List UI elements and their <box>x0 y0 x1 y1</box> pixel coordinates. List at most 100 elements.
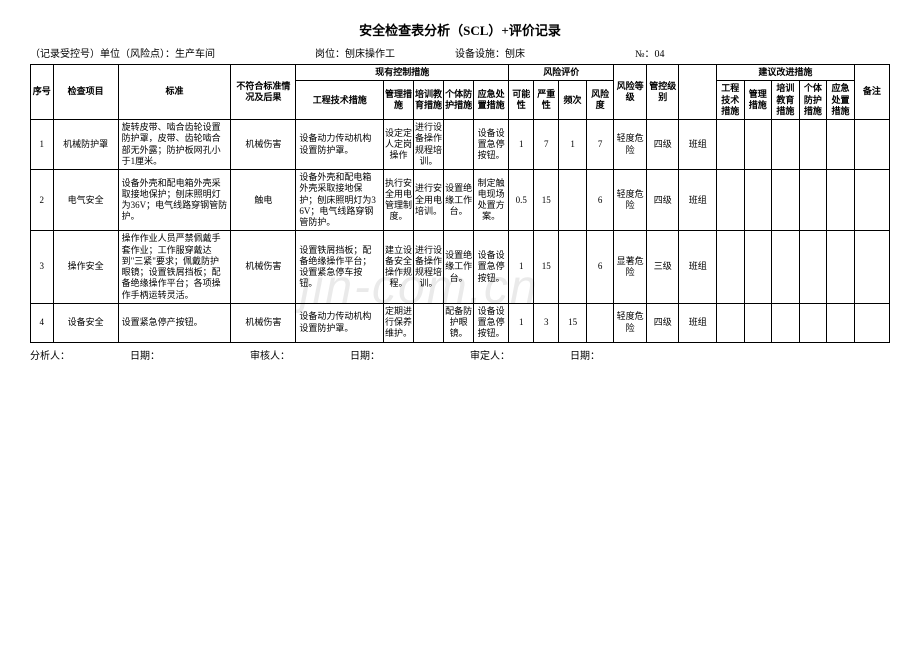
cell-emerg: 设备设置急停按钮。 <box>474 303 509 342</box>
header-row-1: 序号 检查项目 标准 不符合标准情况及后果 现有控制措施 风险评价 风险等级 管… <box>31 65 890 81</box>
cell-ppe <box>444 120 474 170</box>
cell-nonconform: 机械伤害 <box>231 120 296 170</box>
cell-ppe: 设置绝缘工作台。 <box>444 231 474 304</box>
cell-eng: 设备外壳和配电箱外壳采取接地保护；刨床照明灯为36V；电气线路穿钢管防护。 <box>296 170 384 231</box>
cell-item: 电气安全 <box>53 170 118 231</box>
cell-seq: 2 <box>31 170 54 231</box>
col-emerg: 应急处置措施 <box>474 81 509 120</box>
cell-ctrl_level: 三级 <box>646 231 679 304</box>
table-row: 3操作安全操作作业人员严禁佩戴手套作业；工作服穿戴达到"三紧"要求；佩戴防护眼镜… <box>31 231 890 304</box>
col-std: 标准 <box>118 65 231 120</box>
cell-severity: 15 <box>534 231 559 304</box>
cell-freq <box>559 231 587 304</box>
reviewer-label: 审核人： <box>250 347 290 362</box>
equip-value: 刨床 <box>505 49 525 60</box>
cell-eng: 设备动力传动机构设置防护罩。 <box>296 120 384 170</box>
cell-train: 进行设备操作规程培训。 <box>414 120 444 170</box>
cell-s_ppe <box>799 231 827 304</box>
cell-ctrl_by: 班组 <box>679 170 717 231</box>
scl-table: 序号 检查项目 标准 不符合标准情况及后果 现有控制措施 风险评价 风险等级 管… <box>30 64 890 343</box>
cell-item: 设备安全 <box>53 303 118 342</box>
subheader: （记录受控号）单位（风险点）：生产车间 岗位：刨床操作工 设备设施：刨床 №：0… <box>30 45 890 60</box>
table-row: 1机械防护罩旋转皮带、啮合齿轮设置防护罩，皮带、齿轮啮合部无外露；防护板网孔小于… <box>31 120 890 170</box>
col-ppe: 个体防护措施 <box>444 81 474 120</box>
cell-nonconform: 机械伤害 <box>231 231 296 304</box>
cell-item: 操作安全 <box>53 231 118 304</box>
cell-s_train <box>772 231 800 304</box>
col-risk-level: 风险等级 <box>614 65 647 120</box>
col-seq: 序号 <box>31 65 54 120</box>
cell-mgmt: 建立设备安全操作规程。 <box>384 231 414 304</box>
cell-s_emerg <box>827 120 855 170</box>
cell-risk_deg <box>586 303 614 342</box>
cell-ctrl_level: 四级 <box>646 170 679 231</box>
col-train: 培训教育措施 <box>414 81 444 120</box>
table-row: 2电气安全 设备外壳和配电箱外壳采取接地保护；刨床照明灯为36V；电气线路穿钢管防… <box>31 170 890 231</box>
record-label: （记录受控号）单位（风险点）： <box>30 49 175 60</box>
cell-s_ppe <box>799 120 827 170</box>
record-value: 生产车间 <box>175 49 215 60</box>
footer: 分析人： 日期： 审核人： 日期： 审定人： 日期： <box>30 347 890 362</box>
col-eng: 工程技术措施 <box>296 81 384 120</box>
col-s-emerg: 应急处置措施 <box>827 81 855 120</box>
col-ctrl-level: 管控级别 <box>646 65 679 120</box>
no-value: 04 <box>655 49 665 60</box>
cell-s_ppe <box>799 303 827 342</box>
cell-s_mgmt <box>744 303 772 342</box>
cell-risk_deg: 6 <box>586 231 614 304</box>
col-exist-group: 现有控制措施 <box>296 65 509 81</box>
cell-freq: 1 <box>559 120 587 170</box>
cell-mgmt: 定期进行保养维护。 <box>384 303 414 342</box>
col-s-eng: 工程技术措施 <box>717 81 745 120</box>
cell-severity: 3 <box>534 303 559 342</box>
cell-ppe: 设置绝缘工作台。 <box>444 170 474 231</box>
cell-s_ppe <box>799 170 827 231</box>
cell-item: 机械防护罩 <box>53 120 118 170</box>
cell-ppe: 配备防护眼镜。 <box>444 303 474 342</box>
date2-label: 日期： <box>350 347 380 362</box>
date3-label: 日期： <box>570 347 600 362</box>
no-label: №： <box>635 49 655 60</box>
cell-ctrl_level: 四级 <box>646 120 679 170</box>
cell-ctrl_level: 四级 <box>646 303 679 342</box>
date1-label: 日期： <box>130 347 160 362</box>
cell-freq <box>559 170 587 231</box>
cell-s_emerg <box>827 303 855 342</box>
cell-emerg: 制定触电现场处置方案。 <box>474 170 509 231</box>
cell-remark <box>854 303 889 342</box>
cell-possibility: 1 <box>509 120 534 170</box>
cell-s_eng <box>717 303 745 342</box>
cell-s_train <box>772 120 800 170</box>
post-value: 刨床操作工 <box>345 49 395 60</box>
cell-s_mgmt <box>744 170 772 231</box>
col-severity: 严重性 <box>534 81 559 120</box>
cell-remark <box>854 231 889 304</box>
col-sugg-group: 建议改进措施 <box>717 65 855 81</box>
cell-seq: 1 <box>31 120 54 170</box>
cell-severity: 7 <box>534 120 559 170</box>
page-title: 安全检查表分析（SCL）+评价记录 <box>30 20 890 39</box>
col-risk-group: 风险评价 <box>509 65 614 81</box>
cell-emerg: 设备设置急停按钮。 <box>474 120 509 170</box>
cell-ctrl_by: 班组 <box>679 303 717 342</box>
col-mgmt: 管理措施 <box>384 81 414 120</box>
cell-nonconform: 触电 <box>231 170 296 231</box>
cell-std: 旋转皮带、啮合齿轮设置防护罩，皮带、齿轮啮合部无外露；防护板网孔小于1厘米。 <box>118 120 231 170</box>
cell-emerg: 设备设置急停按钮。 <box>474 231 509 304</box>
cell-s_eng <box>717 231 745 304</box>
cell-possibility: 1 <box>509 303 534 342</box>
cell-mgmt: 设定定人定岗操作 <box>384 120 414 170</box>
cell-eng: 设备动力传动机构设置防护罩。 <box>296 303 384 342</box>
cell-remark <box>854 170 889 231</box>
cell-risk_level: 轻度危险 <box>614 170 647 231</box>
cell-s_train <box>772 170 800 231</box>
cell-eng: 设置铁屑挡板；配备绝缘操作平台；设置紧急停车按钮。 <box>296 231 384 304</box>
cell-train: 进行设备操作规程培训。 <box>414 231 444 304</box>
cell-risk_level: 轻度危险 <box>614 120 647 170</box>
col-risk-deg: 风险度 <box>586 81 614 120</box>
equip-label: 设备设施： <box>455 49 505 60</box>
cell-ctrl_by: 班组 <box>679 231 717 304</box>
cell-s_mgmt <box>744 120 772 170</box>
cell-train <box>414 303 444 342</box>
cell-std: 设置紧急停产按钮。 <box>118 303 231 342</box>
